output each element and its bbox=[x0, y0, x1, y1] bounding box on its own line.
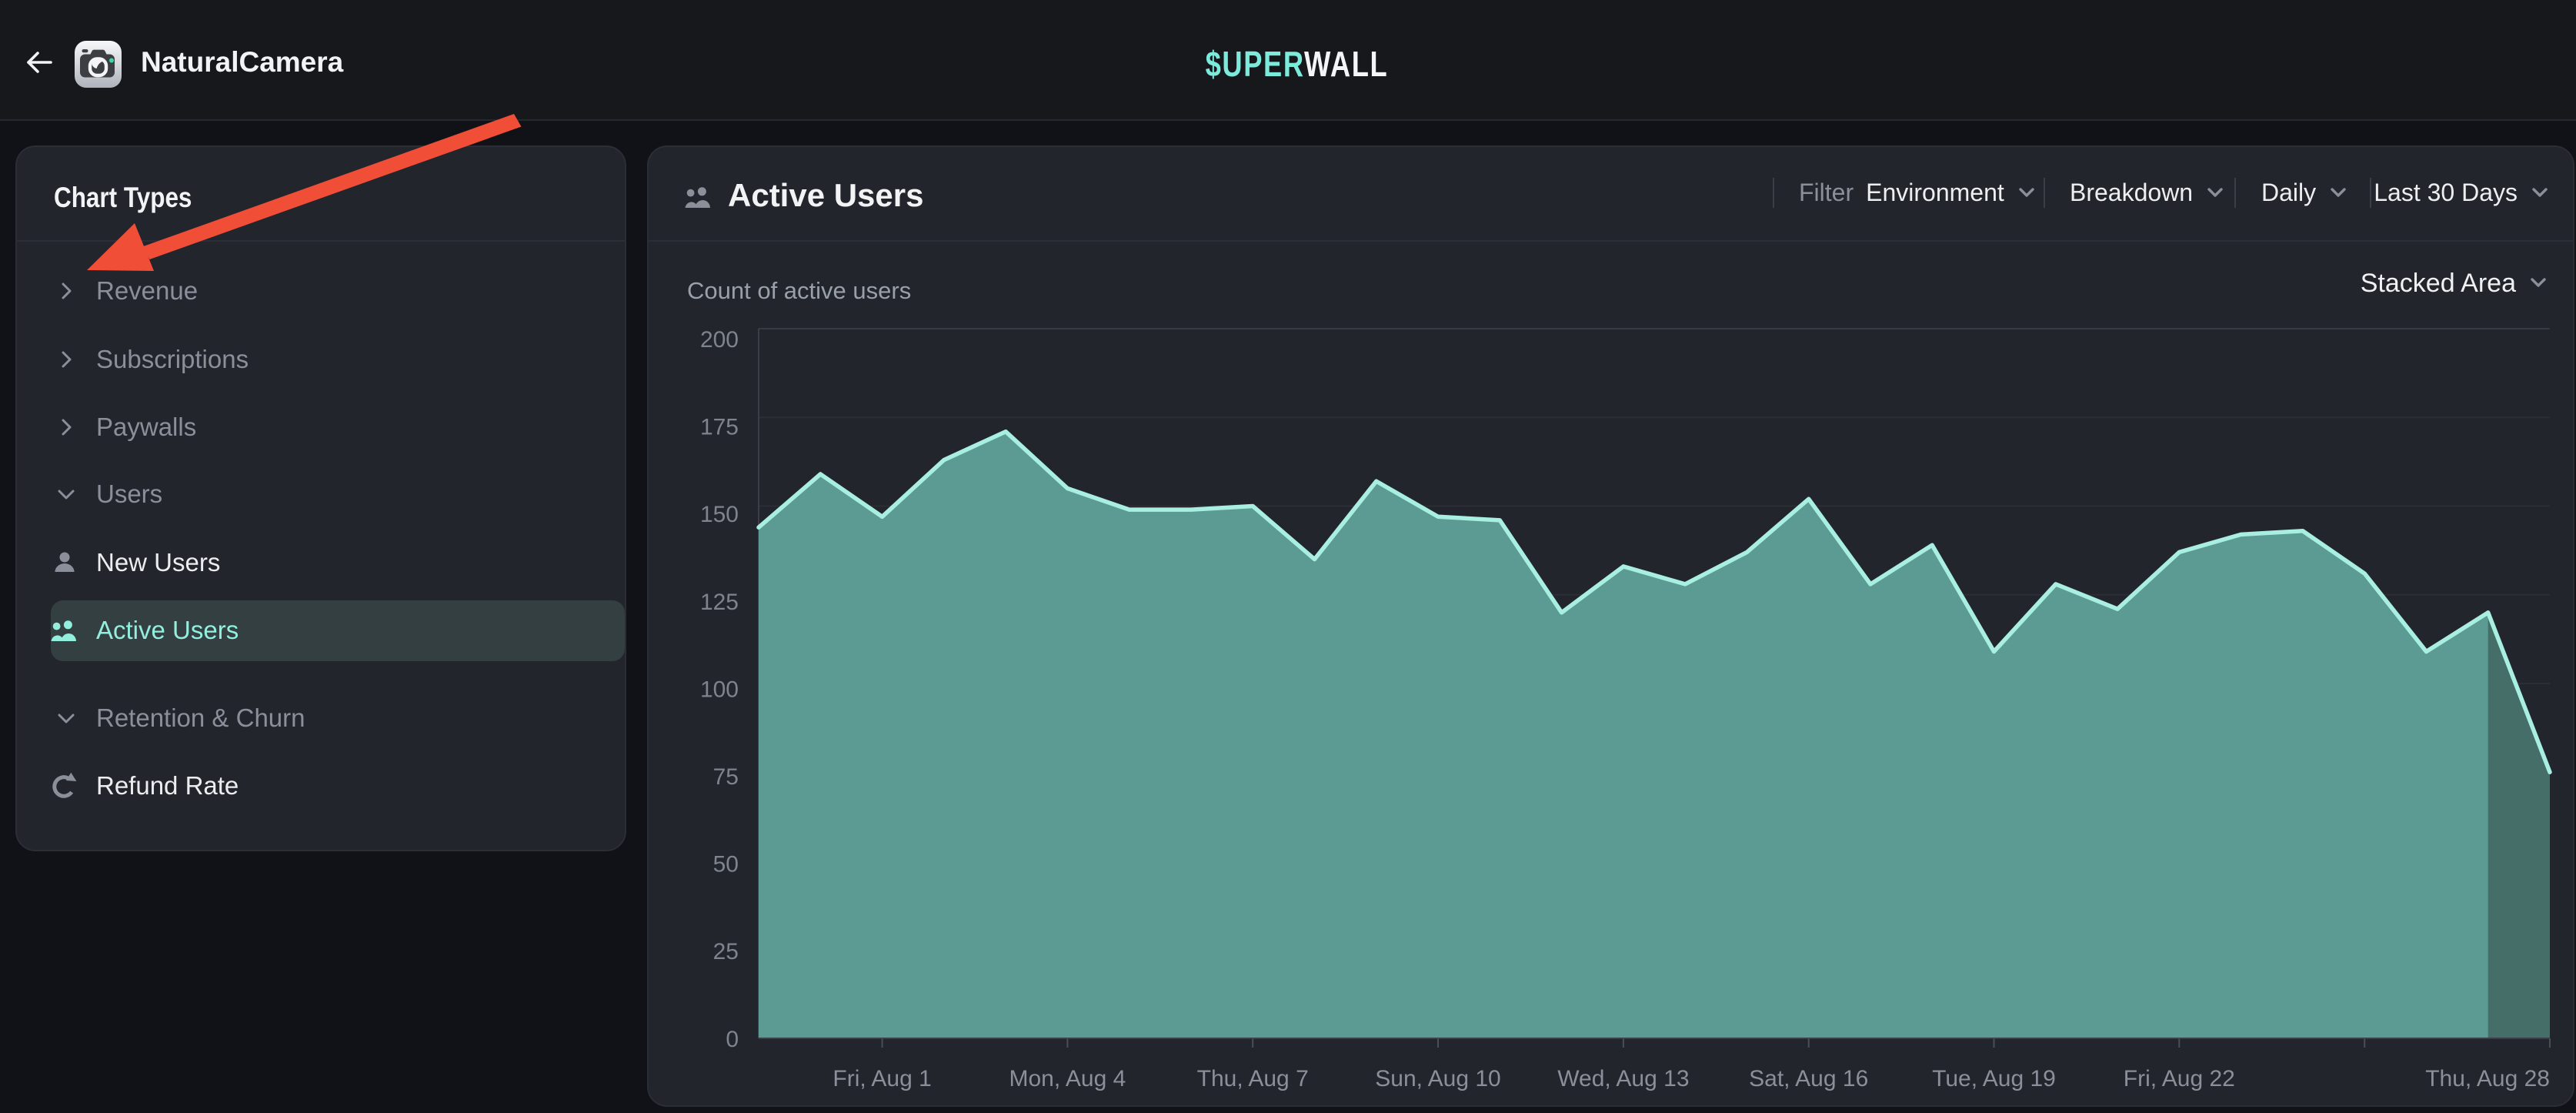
svg-text:Thu, Aug 28: Thu, Aug 28 bbox=[2425, 1066, 2550, 1091]
svg-text:Mon, Aug 4: Mon, Aug 4 bbox=[1009, 1066, 1126, 1091]
svg-text:50: 50 bbox=[713, 852, 739, 877]
svg-text:Sat, Aug 16: Sat, Aug 16 bbox=[1749, 1066, 1868, 1091]
svg-text:75: 75 bbox=[713, 764, 739, 790]
svg-text:0: 0 bbox=[726, 1027, 739, 1052]
svg-text:125: 125 bbox=[700, 590, 739, 615]
svg-text:Thu, Aug 7: Thu, Aug 7 bbox=[1197, 1066, 1309, 1091]
svg-text:100: 100 bbox=[700, 677, 739, 702]
svg-text:Tue, Aug 19: Tue, Aug 19 bbox=[1932, 1066, 2056, 1091]
svg-text:Wed, Aug 13: Wed, Aug 13 bbox=[1557, 1066, 1689, 1091]
svg-text:150: 150 bbox=[700, 502, 739, 527]
svg-text:Sun, Aug 10: Sun, Aug 10 bbox=[1375, 1066, 1500, 1091]
svg-text:175: 175 bbox=[700, 415, 739, 440]
svg-text:Fri, Aug 22: Fri, Aug 22 bbox=[2124, 1066, 2235, 1091]
svg-text:25: 25 bbox=[713, 939, 739, 964]
svg-text:Fri, Aug 1: Fri, Aug 1 bbox=[833, 1066, 931, 1091]
svg-text:200: 200 bbox=[700, 327, 739, 353]
